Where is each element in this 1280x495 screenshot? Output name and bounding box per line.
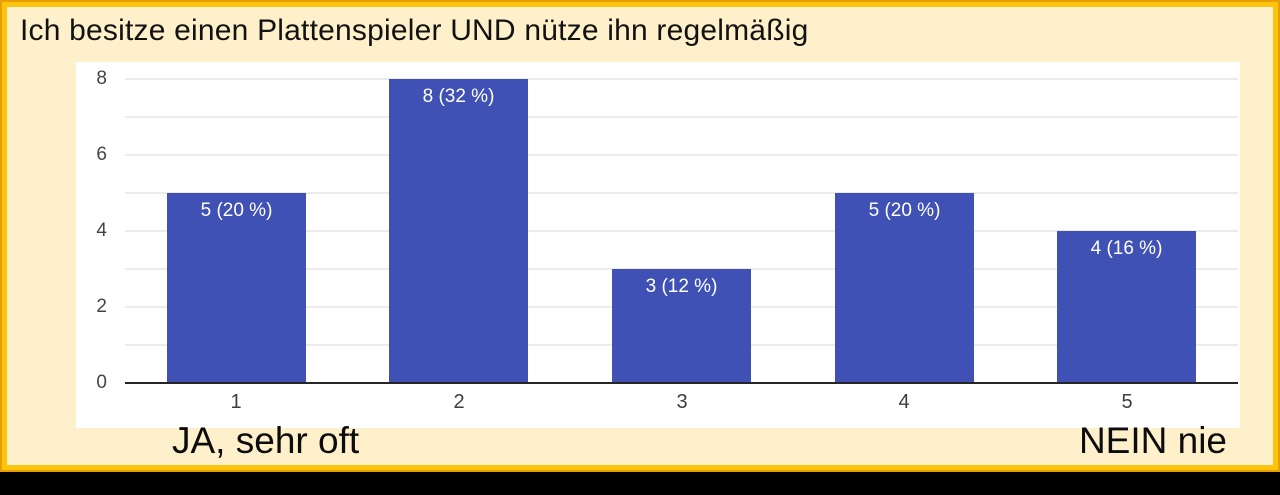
chart-title: Ich besitze einen Plattenspieler UND nüt… (20, 14, 809, 47)
y-tick-label: 4 (96, 220, 107, 241)
axis-note-left: JA, sehr oft (172, 420, 360, 461)
y-tick-label: 6 (96, 144, 107, 165)
x-axis-line (125, 382, 1238, 384)
bar: 5 (20 %) (835, 193, 974, 383)
gridline (125, 154, 1238, 156)
bar: 8 (32 %) (389, 79, 528, 383)
bar-value-label: 4 (16 %) (1090, 238, 1163, 259)
bar-value-label: 5 (20 %) (200, 200, 273, 221)
x-tick-label: 1 (230, 391, 242, 413)
x-tick-label: 5 (1121, 391, 1133, 413)
slide-background: Ich besitze einen Plattenspieler UND nüt… (0, 0, 1280, 472)
bar-value-label: 3 (12 %) (645, 276, 718, 297)
x-tick-label: 3 (676, 391, 688, 413)
bar: 3 (12 %) (612, 269, 751, 383)
bar: 4 (16 %) (1057, 231, 1196, 383)
y-tick-label: 8 (96, 68, 107, 89)
x-tick-label: 2 (453, 391, 465, 413)
gridline (125, 116, 1238, 118)
y-tick-label: 2 (96, 296, 107, 317)
y-tick-label: 0 (96, 372, 107, 393)
bar-value-label: 5 (20 %) (868, 200, 941, 221)
bar: 5 (20 %) (167, 193, 306, 383)
bar-chart-plot: 0 2 4 6 8 5 (20 %) 1 8 (32 %) 2 3 (12 %) 3 5 (20 %)… (96, 68, 1238, 413)
chart-card: 0 2 4 6 8 5 (20 %) 1 8 (32 %) 2 3 (12 %) 3 5 (20 %)… (76, 62, 1240, 428)
gridline (125, 230, 1238, 232)
gridline (125, 192, 1238, 194)
bottom-black-bar (0, 472, 1280, 495)
gridline (125, 78, 1238, 80)
bar-value-label: 8 (32 %) (422, 86, 495, 107)
x-tick-label: 4 (898, 391, 910, 413)
axis-note-right: NEIN nie (1078, 420, 1227, 461)
